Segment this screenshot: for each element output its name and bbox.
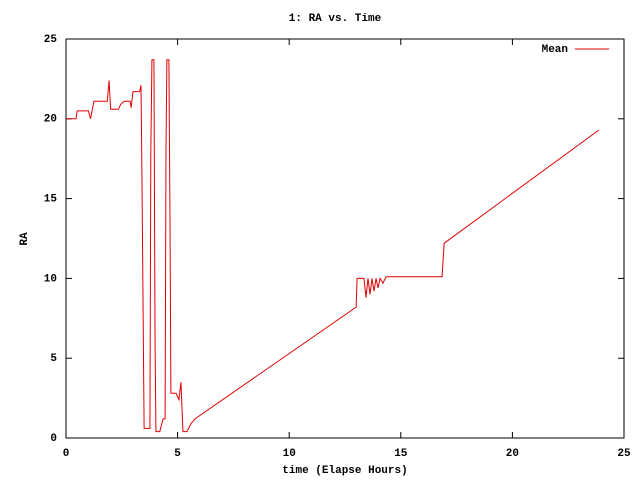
y-tick-label: 15 [44, 194, 58, 206]
x-axis-label: time (Elapse Hours) [282, 465, 407, 477]
x-tick-label: 0 [63, 448, 70, 460]
y-tick-label: 25 [44, 34, 58, 46]
y-tick-label: 20 [44, 114, 57, 126]
y-tick-label: 0 [50, 433, 57, 445]
chart-title: 1: RA vs. Time [289, 13, 382, 25]
y-tick-label: 5 [50, 353, 57, 365]
y-tick-label: 10 [44, 273, 57, 285]
x-tick-label: 20 [506, 448, 519, 460]
data-line [66, 59, 600, 433]
plot-border [65, 38, 625, 439]
legend-label: Mean [542, 44, 568, 56]
x-tick-label: 10 [283, 448, 296, 460]
x-tick-label: 25 [617, 448, 631, 460]
x-tick-label: 15 [394, 448, 408, 460]
x-tick-label: 5 [174, 448, 181, 460]
y-axis-label: RA [19, 232, 31, 246]
